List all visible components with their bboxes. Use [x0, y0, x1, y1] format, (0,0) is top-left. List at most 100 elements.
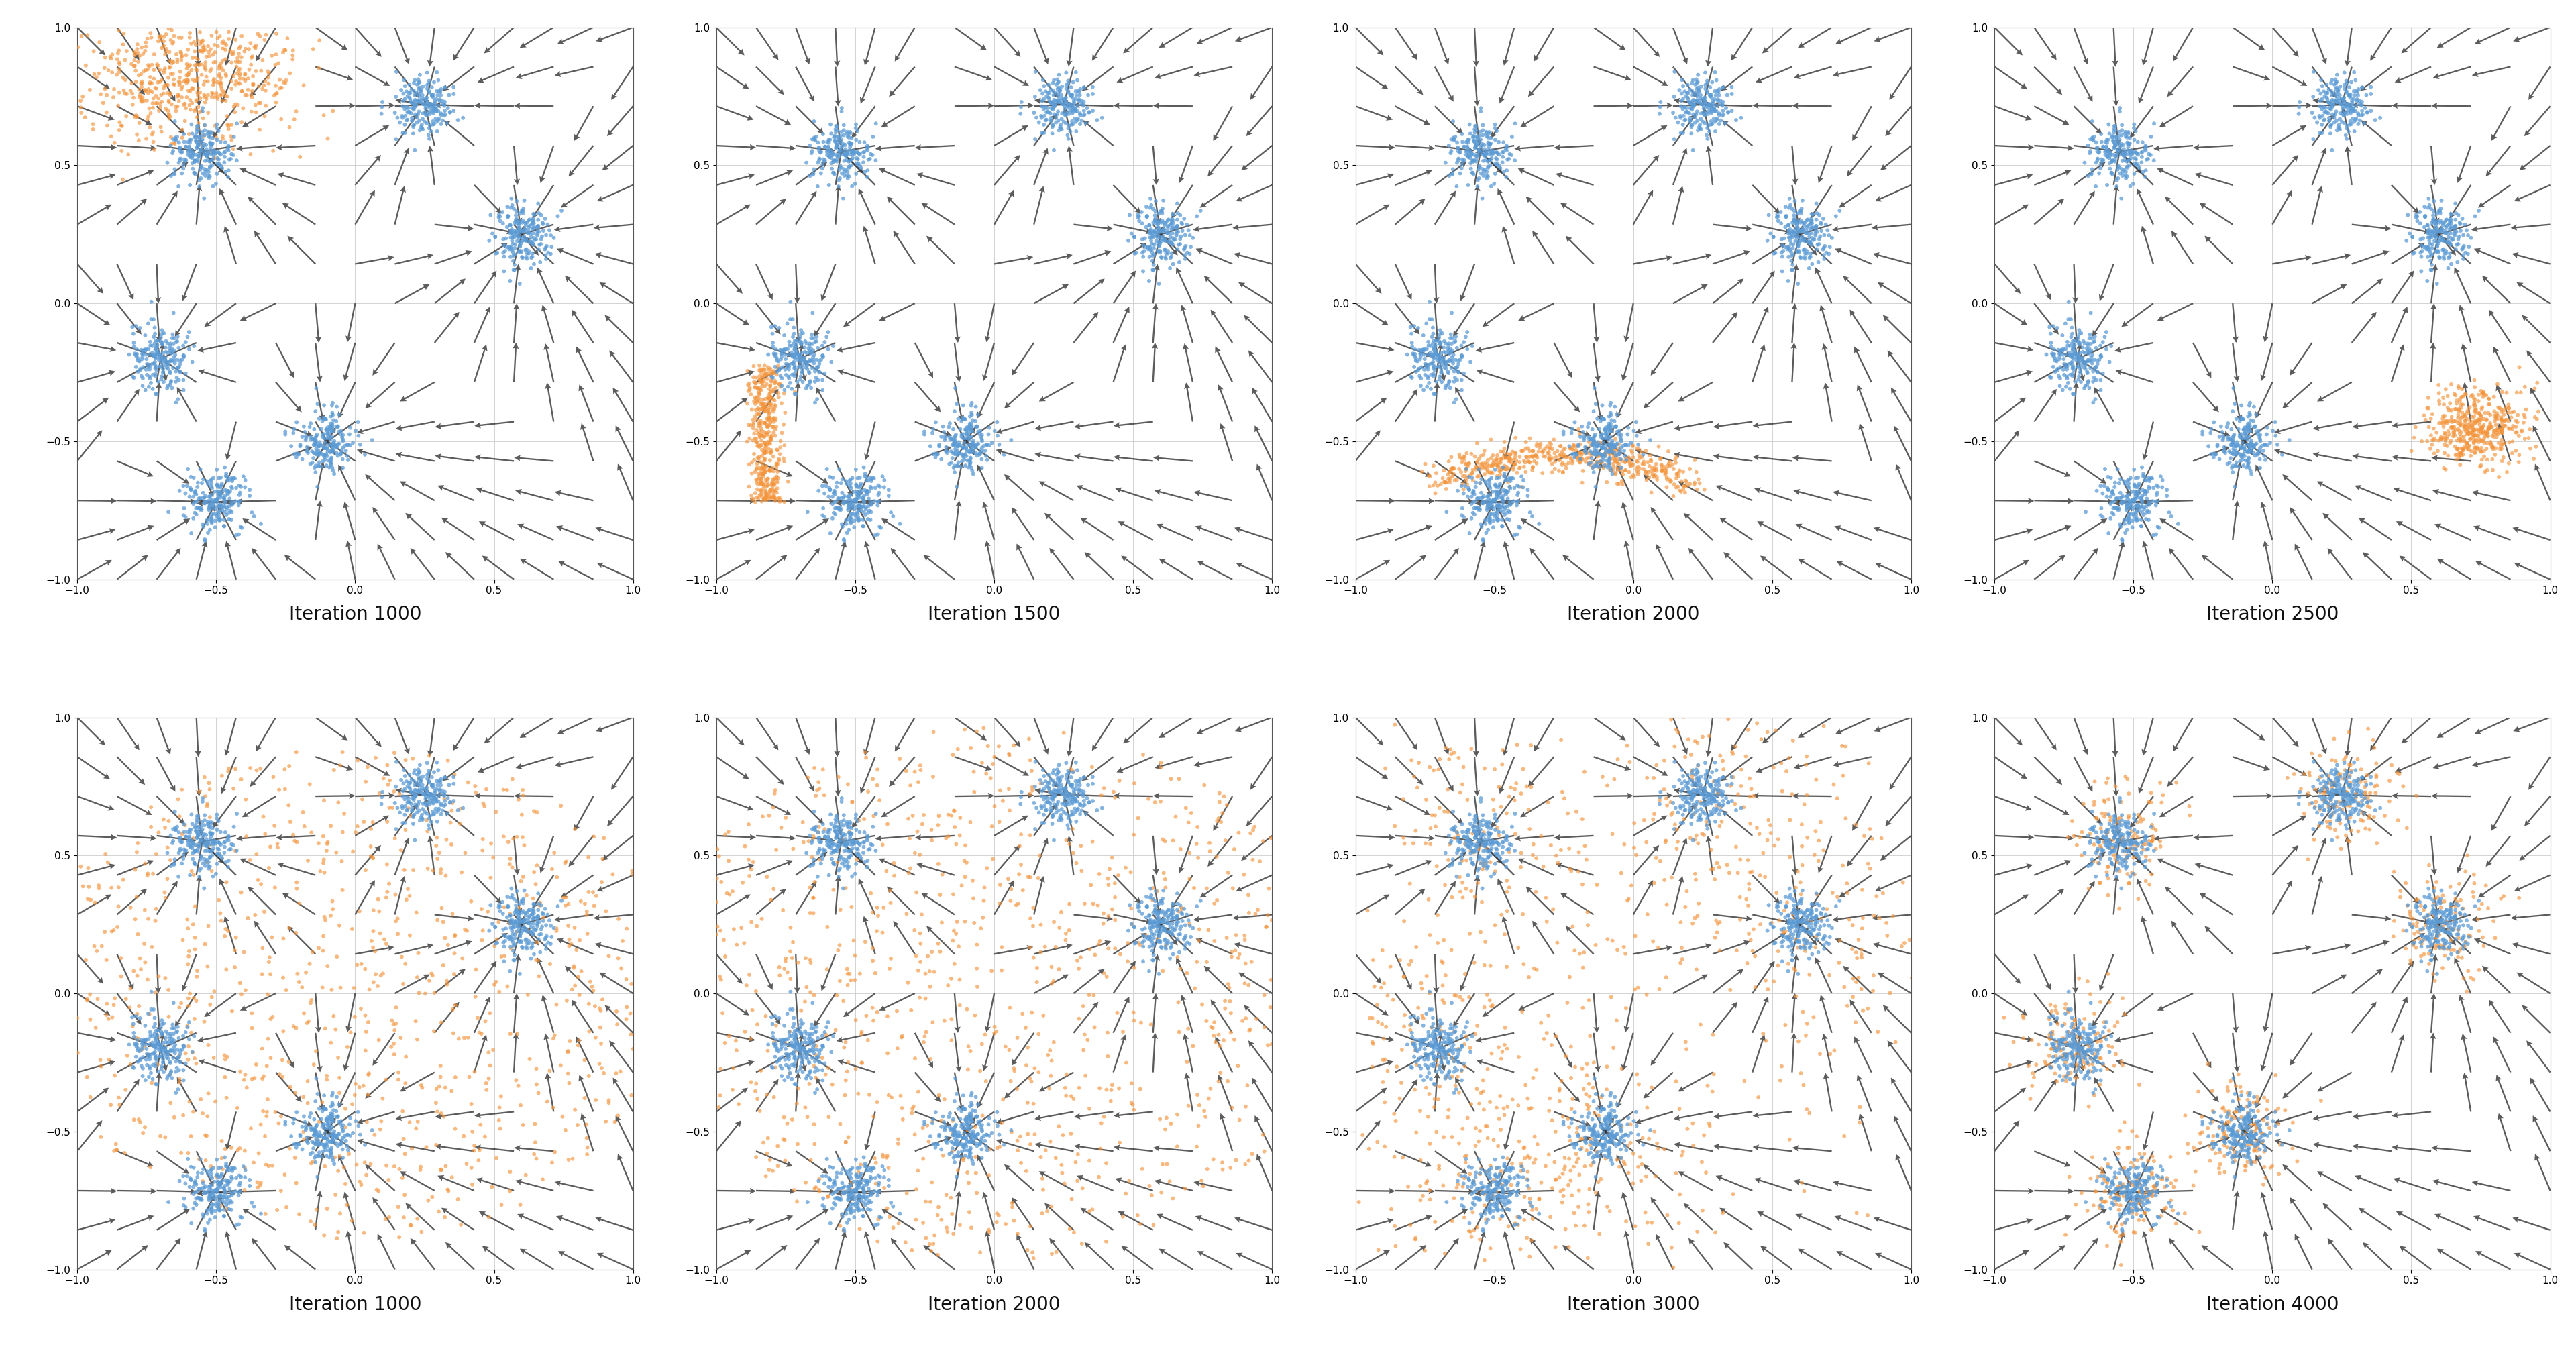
Point: [2455, 895, 2496, 917]
Point: [258, 833, 299, 854]
Point: [1419, 349, 1461, 371]
Point: [1589, 1111, 1631, 1133]
Point: [1468, 1193, 1510, 1215]
Point: [739, 468, 781, 490]
Point: [2192, 1133, 2233, 1155]
Point: [891, 805, 933, 827]
Point: [121, 343, 162, 364]
Point: [219, 72, 260, 94]
Point: [1852, 965, 1893, 987]
Point: [1453, 470, 1494, 491]
Point: [1406, 1048, 1448, 1070]
Point: [1466, 123, 1507, 145]
Point: [412, 96, 453, 117]
Point: [1589, 1093, 1631, 1115]
Point: [1453, 502, 1494, 524]
Point: [842, 489, 884, 511]
Point: [2313, 82, 2354, 104]
Point: [348, 1063, 389, 1085]
Point: [961, 1129, 1002, 1151]
Point: [1595, 768, 1636, 790]
Point: [1703, 794, 1744, 816]
Point: [840, 1218, 881, 1239]
Point: [1489, 476, 1530, 498]
Point: [781, 319, 822, 341]
Point: [966, 434, 1007, 456]
Point: [459, 1138, 500, 1160]
Point: [435, 1118, 477, 1140]
Point: [489, 917, 531, 939]
Point: [1435, 358, 1476, 379]
Point: [2494, 415, 2535, 437]
Point: [2107, 470, 2148, 491]
Point: [2439, 394, 2481, 416]
Point: [100, 115, 142, 136]
Point: [229, 59, 270, 81]
Point: [2112, 826, 2154, 848]
Point: [744, 359, 786, 381]
Point: [572, 980, 613, 1002]
Point: [750, 460, 791, 482]
Point: [178, 805, 219, 827]
Point: [2112, 833, 2154, 854]
Point: [2347, 101, 2388, 123]
Point: [1721, 797, 1762, 819]
Point: [956, 1147, 997, 1168]
Point: [783, 1026, 824, 1048]
Point: [2125, 508, 2166, 530]
Point: [1036, 1241, 1077, 1263]
Point: [1443, 1118, 1484, 1140]
Point: [304, 1138, 345, 1160]
Point: [1043, 96, 1084, 117]
Point: [1151, 203, 1193, 225]
Point: [827, 142, 868, 164]
Point: [742, 366, 783, 388]
Point: [1028, 788, 1069, 809]
Point: [2056, 329, 2097, 351]
Point: [206, 85, 247, 106]
Point: [479, 1096, 520, 1118]
Point: [1437, 147, 1479, 169]
Point: [1409, 818, 1450, 839]
Point: [1425, 737, 1466, 759]
Point: [2117, 143, 2159, 165]
Point: [760, 392, 801, 414]
Point: [1504, 1209, 1546, 1231]
Point: [1566, 1093, 1607, 1115]
Point: [2089, 1041, 2130, 1063]
Point: [489, 246, 531, 268]
Point: [799, 141, 840, 162]
Point: [185, 1175, 227, 1197]
Point: [492, 259, 533, 281]
Point: [160, 136, 201, 158]
Point: [201, 31, 242, 53]
Point: [1056, 1152, 1097, 1174]
Point: [1437, 1163, 1479, 1185]
Point: [2316, 101, 2357, 123]
Point: [732, 999, 773, 1021]
Point: [2316, 782, 2357, 804]
Point: [2087, 1175, 2128, 1197]
Point: [2069, 142, 2110, 164]
Point: [824, 1084, 866, 1106]
Point: [307, 437, 348, 459]
Point: [191, 468, 232, 490]
Point: [1425, 460, 1466, 482]
Point: [1468, 121, 1510, 143]
Point: [211, 1181, 252, 1203]
Point: [1471, 852, 1512, 874]
Point: [1414, 329, 1455, 351]
Point: [126, 863, 167, 885]
Point: [2115, 1170, 2156, 1192]
Point: [1703, 93, 1744, 115]
Point: [2411, 259, 2452, 281]
Point: [1394, 343, 1435, 364]
Point: [1772, 198, 1814, 220]
Point: [2334, 790, 2375, 812]
Point: [425, 93, 466, 115]
Point: [1556, 1151, 1597, 1173]
Point: [1479, 1170, 1520, 1192]
Point: [768, 354, 809, 375]
Point: [1667, 101, 1708, 123]
Point: [811, 842, 853, 864]
